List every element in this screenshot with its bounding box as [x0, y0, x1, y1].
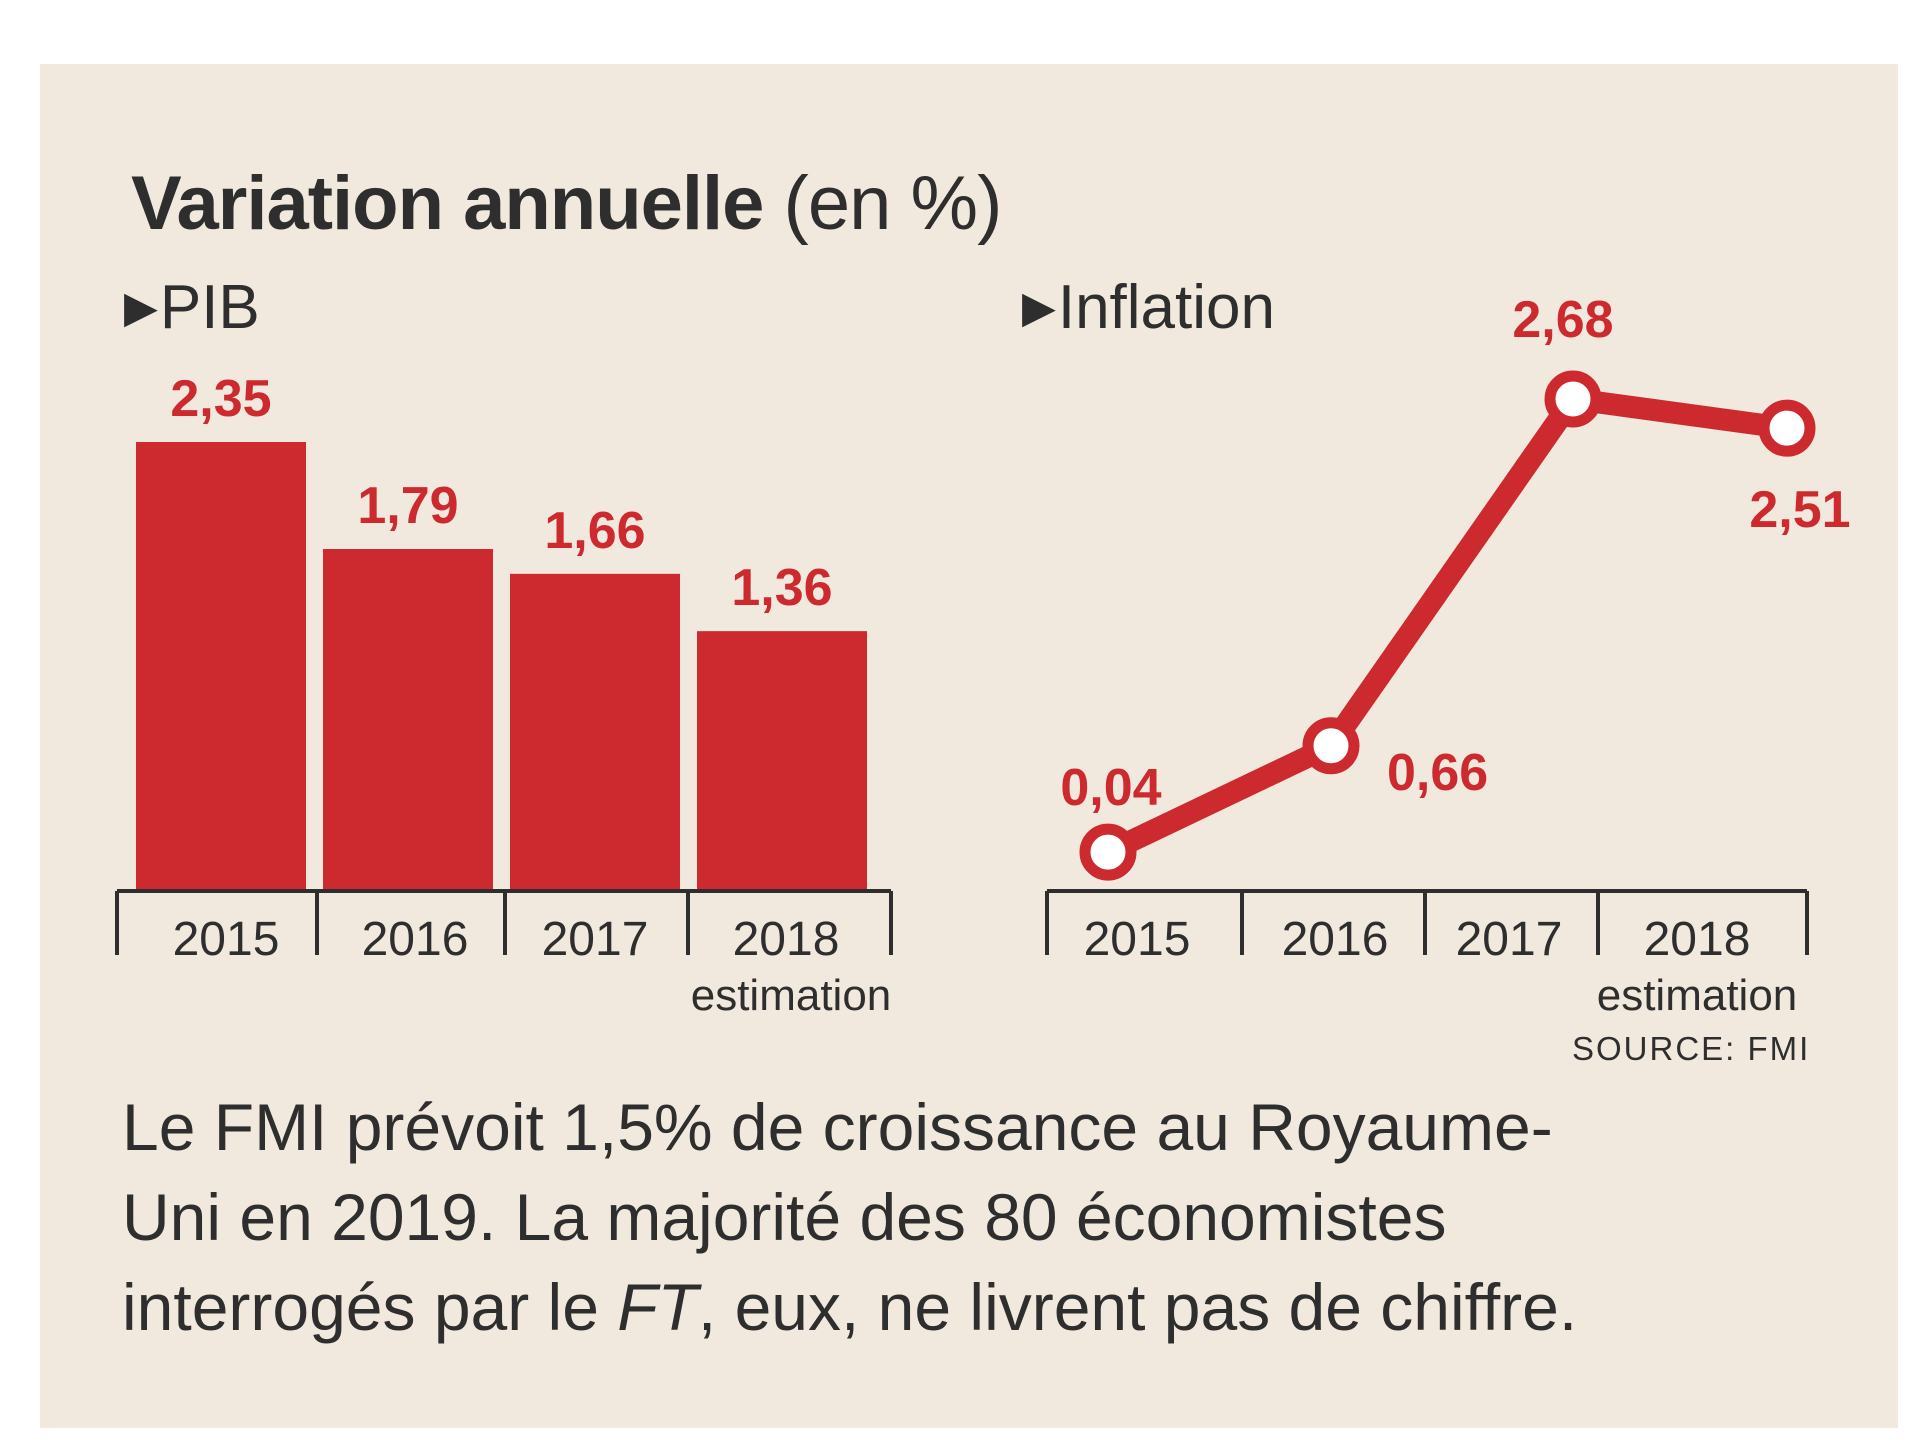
pib-bar-2016 — [323, 548, 493, 891]
title-unit: (en %) — [783, 161, 1003, 246]
pib-title: PIB — [159, 273, 260, 342]
pib-tick-label-2017: 2017 — [542, 913, 649, 966]
pib-tick-note-2018: estimation — [691, 971, 892, 1020]
inflation-point-2015 — [1079, 823, 1137, 881]
inflation-tick-label-2018: 2018 — [1644, 913, 1751, 966]
inflation-value-label-2016: 0,66 — [1387, 744, 1488, 802]
pib-bar-2018 — [697, 631, 867, 891]
inflation-series-line — [1097, 388, 1798, 864]
caption-ft-italic: FT — [617, 1270, 698, 1344]
inflation-point-2018 — [1758, 399, 1816, 457]
chart-title: Variation annuelle (en %) — [131, 160, 1003, 247]
pib-value-label-2018: 1,36 — [731, 559, 832, 617]
pib-bar-2015 — [136, 442, 306, 891]
triangle-right-icon: ▶ — [124, 283, 158, 332]
pib-tick-label-2015: 2015 — [173, 913, 280, 966]
inflation-tick-label-2017: 2017 — [1456, 913, 1563, 966]
caption-line-1: Le FMI prévoit 1,5% de croissance au Roy… — [122, 1090, 1553, 1164]
pib-tick-label-2016: 2016 — [362, 913, 469, 966]
caption-line-2: Uni en 2019. La majorité des 80 économis… — [122, 1180, 1447, 1254]
inflation-value-label-2015: 0,04 — [1060, 759, 1161, 817]
pib-bar-2017 — [510, 573, 680, 891]
caption-line-3-start: interrogés par le — [122, 1270, 618, 1344]
pib-tick-label-2018: 2018 — [733, 913, 840, 966]
inflation-line-chart: 0,04 0,66 2,68 2,51 2015 2016 2017 2018 estimati… — [1045, 291, 1851, 1020]
pib-label: ▶PIB — [124, 272, 260, 343]
triangle-right-icon: ▶ — [1022, 283, 1056, 332]
pib-value-label-2015: 2,35 — [170, 370, 271, 428]
caption-line-3-end: , eux, ne livrent pas de chiffre. — [697, 1270, 1578, 1344]
pib-value-label-2017: 1,66 — [544, 502, 645, 560]
caption: Le FMI prévoit 1,5% de croissance au Roy… — [122, 1082, 1862, 1352]
inflation-value-label-2018: 2,51 — [1749, 481, 1850, 539]
inflation-tick-label-2016: 2016 — [1282, 913, 1389, 966]
inflation-title: Inflation — [1057, 273, 1275, 342]
inflation-tick-label-2015: 2015 — [1084, 913, 1191, 966]
inflation-tick-note-2018: estimation — [1597, 971, 1798, 1020]
pib-bar-chart: 2,35 1,79 1,66 1,36 2015 2016 2017 2018 estimati… — [115, 370, 893, 1020]
caption-line-3: interrogés par le FT, eux, ne livrent pa… — [122, 1262, 1862, 1352]
inflation-value-label-2017: 2,68 — [1512, 291, 1613, 349]
title-bold: Variation annuelle — [131, 161, 764, 246]
source-note: SOURCE: FMI — [1572, 1030, 1811, 1067]
inflation-label: ▶Inflation — [1022, 272, 1275, 343]
inflation-point-2016 — [1302, 717, 1360, 775]
inflation-point-2017 — [1544, 370, 1602, 428]
pib-value-label-2016: 1,79 — [357, 477, 458, 535]
